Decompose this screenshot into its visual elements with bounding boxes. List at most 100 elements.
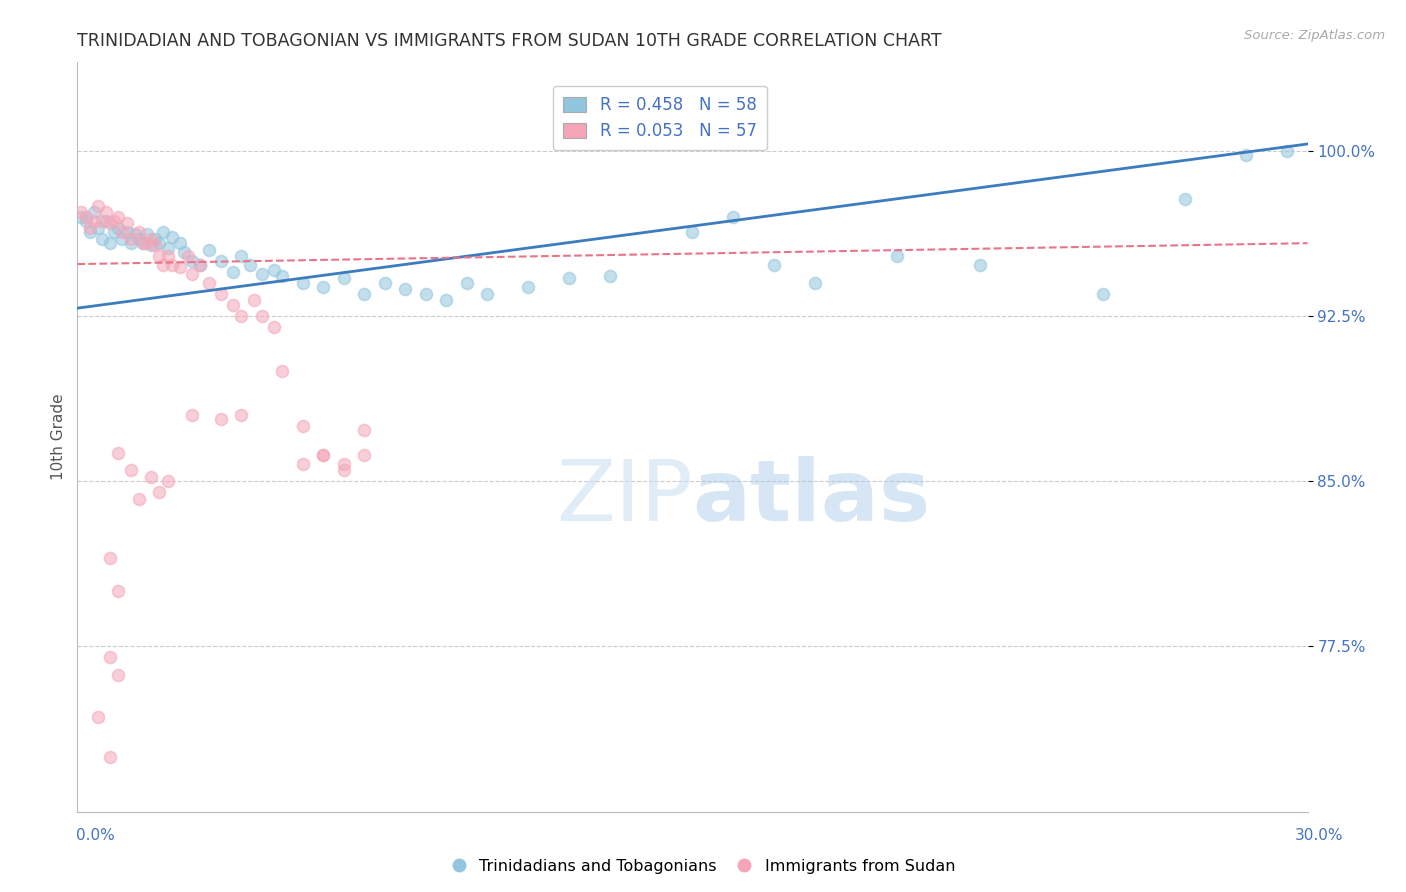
Point: [141, 232, 163, 246]
Point: [197, 276, 219, 290]
Point: [148, 485, 170, 500]
Text: 0.0%: 0.0%: [76, 828, 115, 843]
Point: [173, 244, 195, 259]
Point: [98, 551, 121, 566]
Point: [160, 229, 183, 244]
Point: [197, 243, 219, 257]
Point: [291, 457, 314, 471]
Point: [169, 236, 191, 251]
Point: [333, 271, 356, 285]
Point: [107, 220, 129, 235]
Point: [969, 258, 991, 272]
Point: [353, 448, 375, 462]
Point: [98, 650, 121, 665]
Point: [312, 448, 335, 462]
Point: [75, 214, 97, 228]
Point: [152, 225, 174, 239]
Point: [1275, 144, 1298, 158]
Point: [333, 463, 356, 477]
Point: [79, 220, 101, 235]
Point: [291, 276, 314, 290]
Point: [107, 445, 129, 459]
Point: [156, 241, 179, 255]
Point: [209, 286, 232, 301]
Point: [231, 249, 253, 263]
Point: [723, 210, 745, 224]
Text: Source: ZipAtlas.com: Source: ZipAtlas.com: [1244, 29, 1385, 42]
Point: [136, 236, 159, 251]
Point: [242, 293, 264, 308]
Point: [222, 298, 245, 312]
Point: [115, 216, 138, 230]
Point: [124, 227, 146, 242]
Point: [75, 210, 97, 224]
Point: [1174, 192, 1197, 206]
Point: [763, 258, 786, 272]
Point: [87, 220, 110, 235]
Point: [231, 408, 253, 422]
Point: [103, 214, 125, 228]
Point: [83, 205, 105, 219]
Point: [271, 269, 294, 284]
Point: [107, 668, 129, 682]
Point: [70, 205, 93, 219]
Point: [250, 309, 273, 323]
Point: [169, 260, 191, 275]
Point: [415, 286, 437, 301]
Point: [98, 216, 121, 230]
Point: [250, 267, 273, 281]
Point: [143, 238, 166, 252]
Point: [120, 463, 142, 477]
Point: [136, 227, 159, 242]
Point: [263, 319, 285, 334]
Point: [263, 262, 285, 277]
Text: 30.0%: 30.0%: [1295, 828, 1343, 843]
Point: [599, 269, 621, 284]
Point: [94, 214, 117, 228]
Point: [107, 584, 129, 599]
Point: [222, 265, 245, 279]
Point: [156, 249, 179, 263]
Legend: R = 0.458   N = 58, R = 0.053   N = 57: R = 0.458 N = 58, R = 0.053 N = 57: [553, 86, 766, 150]
Point: [312, 448, 335, 462]
Point: [156, 474, 179, 488]
Point: [209, 253, 232, 268]
Point: [394, 282, 416, 296]
Point: [231, 309, 253, 323]
Point: [291, 419, 314, 434]
Point: [141, 238, 163, 252]
Point: [120, 236, 142, 251]
Point: [517, 280, 540, 294]
Point: [188, 258, 212, 272]
Legend: Trinidadians and Tobagonians, Immigrants from Sudan: Trinidadians and Tobagonians, Immigrants…: [444, 852, 962, 880]
Point: [558, 271, 581, 285]
Point: [87, 199, 110, 213]
Text: ZIP: ZIP: [555, 456, 693, 539]
Point: [353, 424, 375, 438]
Point: [87, 710, 110, 724]
Point: [98, 236, 121, 251]
Point: [436, 293, 458, 308]
Point: [374, 276, 396, 290]
Point: [115, 225, 138, 239]
Point: [886, 249, 908, 263]
Point: [132, 236, 155, 251]
Text: atlas: atlas: [693, 456, 931, 539]
Point: [128, 225, 150, 239]
Point: [239, 258, 262, 272]
Point: [128, 491, 150, 506]
Point: [353, 286, 375, 301]
Point: [312, 280, 335, 294]
Point: [160, 258, 183, 272]
Point: [90, 214, 114, 228]
Point: [79, 225, 101, 239]
Point: [682, 225, 704, 239]
Point: [181, 253, 204, 268]
Point: [477, 286, 499, 301]
Point: [209, 412, 232, 426]
Point: [177, 249, 200, 263]
Point: [111, 232, 134, 246]
Point: [132, 236, 155, 251]
Point: [128, 232, 150, 246]
Point: [103, 225, 125, 239]
